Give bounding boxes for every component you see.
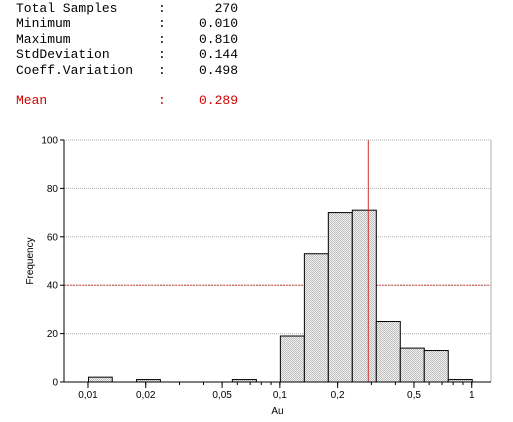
y-tick-label: 0 bbox=[52, 378, 58, 389]
y-tick-label: 20 bbox=[47, 329, 59, 340]
stat-row-4-colon: : bbox=[158, 62, 166, 78]
stat-row-1-value: 0.010 bbox=[198, 16, 238, 32]
histogram-bar-14 bbox=[423, 350, 449, 383]
stat-row-4: Coeff.Variation: 0.498 bbox=[16, 63, 238, 78]
x-axis-label: Au bbox=[271, 406, 283, 417]
statistics-panel: Total Samples: 270 Minimum: 0.010 Maximum: 0.… bbox=[16, 1, 238, 108]
histogram-bar-9 bbox=[303, 253, 329, 383]
x-tick-label: 0,02 bbox=[136, 390, 156, 401]
stat-row-3: StdDeviation: 0.144 bbox=[16, 47, 238, 62]
stat-row-0-label: Total Samples bbox=[16, 1, 118, 16]
y-tick-label: 60 bbox=[47, 232, 59, 243]
stat-row-4-label: Coeff.Variation bbox=[16, 62, 134, 78]
histogram-bar-10 bbox=[327, 212, 353, 383]
histogram-bar-8 bbox=[279, 335, 305, 383]
x-tick-label: 1 bbox=[469, 390, 475, 401]
histogram-bar-12 bbox=[375, 321, 401, 383]
stat-row-2: Maximum: 0.810 bbox=[16, 32, 238, 47]
stat-row-2-label: Maximum bbox=[16, 31, 71, 47]
stat-row-3-colon: : bbox=[158, 47, 166, 63]
y-tick-label: 100 bbox=[41, 136, 58, 147]
mean-row-colon: : bbox=[158, 92, 166, 108]
mean-row-label: Mean bbox=[16, 92, 48, 108]
x-tick-label: 0,1 bbox=[273, 390, 287, 401]
stat-row-1-label: Minimum bbox=[16, 16, 71, 32]
x-tick-label: 0,05 bbox=[212, 390, 232, 401]
y-tick-label: 40 bbox=[47, 281, 59, 292]
stat-row-0-colon: : bbox=[158, 1, 166, 16]
x-tick-label: 0,2 bbox=[331, 390, 345, 401]
histogram-bar-11 bbox=[351, 209, 377, 383]
stat-row-3-label: StdDeviation bbox=[16, 47, 110, 63]
stat-row-1: Minimum: 0.010 bbox=[16, 16, 238, 31]
x-tick-label: 0,01 bbox=[78, 390, 98, 401]
y-tick-label: 80 bbox=[47, 184, 59, 195]
histogram-bar-0 bbox=[87, 376, 113, 383]
stat-row-4-value: 0.498 bbox=[198, 62, 238, 78]
mean-row: Mean: 0.289 bbox=[16, 93, 238, 108]
y-axis-label: Frequency bbox=[25, 237, 36, 284]
stat-row-3-value: 0.144 bbox=[198, 47, 238, 63]
stat-row-0-value: 270 bbox=[214, 1, 238, 16]
stat-row-2-value: 0.810 bbox=[198, 31, 238, 47]
stat-row-2-colon: : bbox=[158, 31, 166, 47]
histogram-bar-13 bbox=[399, 347, 425, 383]
stat-row-0: Total Samples: 270 bbox=[16, 1, 238, 16]
stat-row-1-colon: : bbox=[158, 16, 166, 32]
mean-row-value: 0.289 bbox=[198, 92, 238, 108]
x-tick-label: 0,5 bbox=[407, 390, 421, 401]
